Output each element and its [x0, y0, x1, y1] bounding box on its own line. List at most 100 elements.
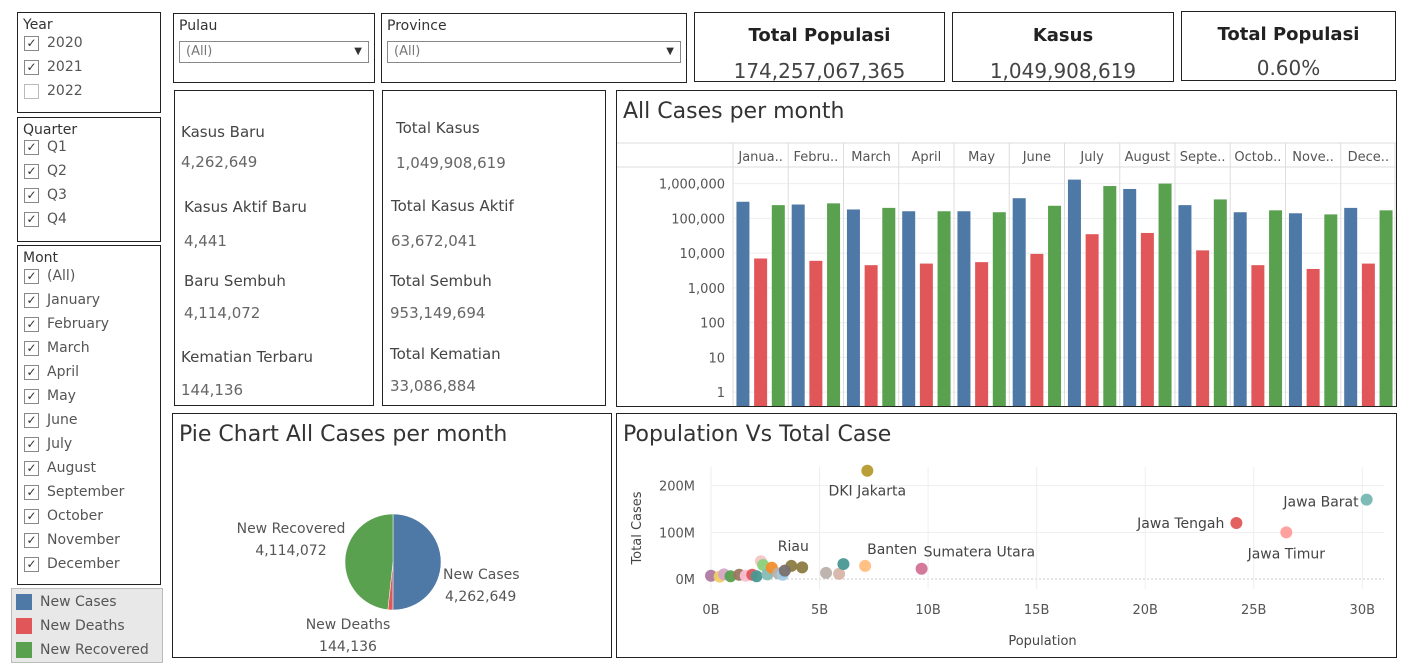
checkbox-september[interactable]: ✓ September — [24, 482, 124, 502]
month-header-label: Septe.. — [1180, 150, 1226, 165]
legend-item-new-deaths[interactable]: New Deaths — [16, 616, 125, 636]
pie-value-label: 144,136 — [319, 639, 377, 655]
stat-label: Total Sembuh — [390, 272, 492, 290]
checkmark-icon: ✓ — [24, 460, 39, 476]
bar-new-cases — [1067, 179, 1081, 406]
checkmark-icon: ✓ — [24, 211, 39, 227]
x-tick-label: 10B — [915, 603, 940, 618]
checkbox-label: Q4 — [47, 211, 67, 227]
stat-value: 63,672,041 — [391, 232, 477, 250]
checkbox-label: August — [47, 460, 96, 476]
bar-new-recovered — [1379, 210, 1393, 406]
checkbox-2022[interactable]: 2022 — [24, 81, 83, 101]
scatter-chart-panel: Population Vs Total Case 0M 100M 200M 0B 5B 1… — [616, 413, 1397, 658]
pulau-dropdown[interactable]: (All) ▼ — [179, 41, 369, 63]
checkmark-icon: ✓ — [24, 316, 39, 332]
bar-new-deaths — [809, 260, 823, 406]
pie-slice-new-recovered — [344, 513, 394, 610]
month-filter: Mont ✓ (All) ✓ January ✓ February ✓ March ✓ April… — [17, 245, 161, 585]
bar-new-recovered — [882, 207, 896, 406]
checkbox-all[interactable]: ✓ (All) — [24, 266, 75, 286]
dropdown-arrow-icon: ▼ — [666, 46, 674, 57]
month-header-label: May — [968, 150, 995, 165]
checkbox-february[interactable]: ✓ February — [24, 314, 109, 334]
kpi-title: Total Populasi — [1217, 24, 1360, 45]
legend-item-new-cases[interactable]: New Cases — [16, 592, 117, 612]
point-label: Sumatera Utara — [924, 545, 1036, 561]
y-tick-label: 1 — [717, 386, 725, 401]
bar-new-cases — [1344, 207, 1358, 406]
checkbox-may[interactable]: ✓ May — [24, 386, 76, 406]
bar-new-cases — [1012, 198, 1026, 406]
checkbox-august[interactable]: ✓ August — [24, 458, 96, 478]
point-label: Banten — [867, 542, 917, 558]
x-axis-title: Population — [1008, 634, 1076, 649]
pulau-label: Pulau — [179, 18, 218, 34]
dropdown-arrow-icon: ▼ — [354, 46, 362, 57]
checkbox-2021[interactable]: ✓ 2021 — [24, 57, 83, 77]
checkbox-october[interactable]: ✓ October — [24, 506, 103, 526]
month-header-label: August — [1125, 150, 1171, 165]
point-label: Jawa Timur — [1247, 546, 1326, 562]
y-tick-label: 100,000 — [671, 212, 725, 227]
month-header-label: July — [1079, 150, 1104, 165]
stat-label: Total Kasus — [396, 119, 480, 137]
checkmark-icon: ✓ — [24, 412, 39, 428]
bar-new-cases — [791, 204, 805, 406]
quarter-filter-title: Quarter — [23, 122, 78, 138]
pulau-filter: Pulau (All) ▼ — [173, 13, 375, 83]
checkmark-icon: ✓ — [24, 35, 39, 51]
stat-label: Baru Sembuh — [184, 272, 286, 290]
pie-label: New Recovered — [237, 521, 346, 537]
scatter-point — [705, 569, 717, 582]
checkbox-q4[interactable]: ✓ Q4 — [24, 209, 67, 229]
checkbox-q3[interactable]: ✓ Q3 — [24, 185, 67, 205]
checkbox-november[interactable]: ✓ November — [24, 530, 120, 550]
kpi-value: 174,257,067,365 — [733, 59, 906, 82]
checkbox-june[interactable]: ✓ June — [24, 410, 78, 430]
scatter-point — [750, 570, 763, 583]
scatter-chart: 0M 100M 200M 0B 5B 10B 15B 20B 25B 30B Population T… — [630, 464, 1384, 649]
point-label: Jawa Tengah — [1136, 516, 1224, 532]
bar-new-cases — [1123, 188, 1137, 406]
legend-item-new-recovered[interactable]: New Recovered — [16, 640, 149, 660]
checkbox-2020[interactable]: ✓ 2020 — [24, 33, 83, 53]
stat-value: 4,262,649 — [181, 153, 258, 171]
bar-chart-panel: All Cases per month 1 10 100 1,000 10,000 100… — [616, 90, 1397, 407]
bar-new-deaths — [975, 262, 989, 406]
empty-checkbox-icon — [24, 83, 39, 99]
checkbox-january[interactable]: ✓ January — [24, 290, 100, 310]
checkbox-label: November — [47, 532, 120, 548]
y-tick-label: 1,000,000 — [659, 178, 725, 193]
month-header-label: April — [912, 150, 942, 165]
checkbox-q1[interactable]: ✓ Q1 — [24, 137, 67, 157]
checkbox-july[interactable]: ✓ July — [24, 434, 72, 454]
y-axis-title: Total Cases — [630, 491, 645, 565]
bar-new-cases — [1288, 213, 1302, 406]
checkmark-icon: ✓ — [24, 532, 39, 548]
scatter-point — [1280, 526, 1293, 539]
color-legend: New Cases New Deaths New Recovered — [11, 588, 163, 663]
scatter-point — [915, 562, 928, 575]
bar-new-deaths — [1306, 268, 1320, 406]
bar-new-deaths — [864, 265, 878, 406]
legend-label: New Cases — [40, 594, 117, 610]
pie-label: New Cases — [443, 567, 520, 583]
checkbox-label: March — [47, 340, 90, 356]
stats-new-panel: Kasus Baru 4,262,649 Kasus Aktif Baru 4,… — [174, 90, 374, 406]
province-dropdown[interactable]: (All) ▼ — [387, 41, 681, 63]
checkbox-march[interactable]: ✓ March — [24, 338, 90, 358]
legend-label: New Recovered — [40, 642, 149, 658]
checkbox-q2[interactable]: ✓ Q2 — [24, 161, 67, 181]
checkbox-december[interactable]: ✓ December — [24, 554, 120, 574]
scatter-chart-title: Population Vs Total Case — [623, 422, 892, 447]
bar-chart: 1 10 100 1,000 10,000 100,000 1,000,000 Janua..… — [617, 142, 1396, 406]
checkmark-icon: ✓ — [24, 187, 39, 203]
bar-new-deaths — [1085, 234, 1099, 406]
checkbox-label: October — [47, 508, 104, 524]
checkmark-icon: ✓ — [24, 436, 39, 452]
pulau-value: (All) — [186, 44, 213, 59]
checkbox-label: July — [47, 436, 73, 452]
kpi-value: 0.60% — [1256, 56, 1321, 80]
checkbox-april[interactable]: ✓ April — [24, 362, 79, 382]
